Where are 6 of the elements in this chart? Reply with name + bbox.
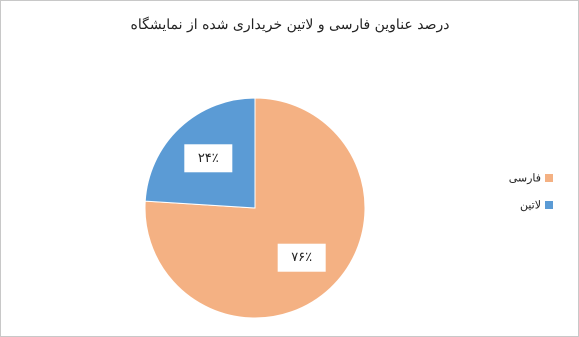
legend: فارسی لاتین — [508, 172, 553, 212]
data-label: ۷۶٪ — [291, 250, 312, 266]
chart-title: درصد عناوین فارسی و لاتین خریداری شده از نمایشگاه — [130, 16, 450, 33]
legend-label: لاتین — [520, 198, 541, 212]
data-label: ۲۴٪ — [198, 150, 219, 166]
legend-label: فارسی — [508, 172, 541, 184]
